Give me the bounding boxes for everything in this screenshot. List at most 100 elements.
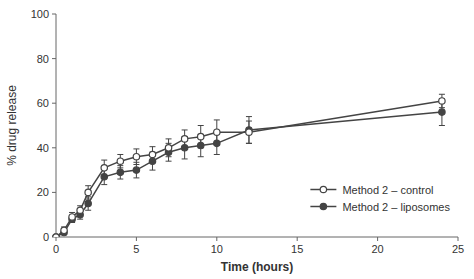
- x-axis-label: Time (hours): [221, 260, 293, 274]
- x-tick: [136, 237, 137, 241]
- y-tick-label: 60: [37, 97, 49, 109]
- error-cap: [101, 160, 107, 161]
- x-tick-label: 15: [291, 243, 303, 255]
- point: [246, 129, 252, 135]
- error-bar: [214, 120, 220, 145]
- error-cap: [246, 143, 252, 144]
- error-bar: [246, 121, 252, 143]
- series: [53, 94, 445, 237]
- error-cap: [149, 170, 155, 171]
- error-cap: [77, 214, 83, 215]
- error-bar: [198, 126, 204, 148]
- x-tick-label: 0: [53, 243, 59, 255]
- error-cap: [166, 138, 172, 139]
- legend-marker: [320, 186, 326, 192]
- error-cap: [198, 156, 204, 157]
- y-tick-label: 40: [37, 142, 49, 154]
- error-bar: [133, 162, 139, 178]
- error-bar: [133, 149, 139, 165]
- series-line: [56, 101, 442, 237]
- error-bar: [439, 94, 445, 107]
- error-cap: [198, 125, 204, 126]
- error-cap: [149, 162, 155, 163]
- error-cap: [198, 147, 204, 148]
- y-tick-label: 100: [31, 8, 49, 20]
- error-cap: [214, 119, 220, 120]
- point: [53, 234, 59, 237]
- error-bar: [182, 137, 188, 159]
- x-tick-label: 20: [371, 243, 383, 255]
- error-bar: [439, 99, 445, 126]
- point: [61, 227, 67, 233]
- error-cap: [246, 121, 252, 122]
- error-bar: [85, 186, 91, 199]
- legend: Method 2 – control Method 2 – liposomes: [310, 184, 450, 213]
- point: [69, 214, 75, 220]
- error-cap: [101, 184, 107, 185]
- x-tick: [297, 237, 298, 241]
- error-cap: [69, 212, 75, 213]
- legend-label: Method 2 – liposomes: [342, 201, 450, 213]
- error-bar: [246, 117, 252, 144]
- error-cap: [133, 164, 139, 165]
- point: [85, 200, 91, 206]
- point: [101, 165, 107, 171]
- error-cap: [246, 116, 252, 117]
- y-tick: [52, 58, 56, 59]
- error-bar: [85, 197, 91, 210]
- error-cap: [246, 143, 252, 144]
- x-axis-line: [56, 237, 458, 238]
- error-cap: [439, 125, 445, 126]
- error-cap: [101, 175, 107, 176]
- x-tick-label: 5: [133, 243, 139, 255]
- error-cap: [149, 146, 155, 147]
- point: [85, 189, 91, 195]
- legend-marker: [320, 203, 326, 209]
- error-bar: [101, 160, 107, 176]
- error-cap: [182, 158, 188, 159]
- error-cap: [69, 221, 75, 222]
- y-tick: [52, 14, 56, 15]
- chart: 0510152025020406080100Time (hours)% drug…: [0, 0, 474, 279]
- error-cap: [117, 179, 123, 180]
- error-cap: [133, 177, 139, 178]
- y-axis-label: % drug release: [5, 85, 19, 166]
- error-cap: [117, 167, 123, 168]
- error-cap: [439, 94, 445, 95]
- error-cap: [77, 219, 83, 220]
- error-cap: [214, 144, 220, 145]
- error-bar: [77, 206, 83, 215]
- point: [117, 158, 123, 164]
- error-bar: [117, 154, 123, 167]
- y-axis-line: [56, 14, 57, 237]
- point: [133, 154, 139, 160]
- error-bar: [69, 212, 75, 221]
- y-tick: [52, 192, 56, 193]
- x-tick: [56, 237, 57, 241]
- error-bar: [61, 227, 67, 234]
- x-tick: [216, 237, 217, 241]
- point: [117, 169, 123, 175]
- error-bar: [182, 130, 188, 148]
- x-tick-label: 10: [211, 243, 223, 255]
- point: [165, 145, 171, 151]
- y-tick: [52, 103, 56, 104]
- legend-label: Method 2 – control: [342, 184, 433, 196]
- x-tick: [377, 237, 378, 241]
- error-cap: [214, 154, 220, 155]
- point: [181, 136, 187, 142]
- series-line: [56, 112, 442, 237]
- x-tick-label: 25: [452, 243, 464, 255]
- point: [77, 207, 83, 213]
- error-cap: [166, 156, 172, 157]
- error-cap: [117, 154, 123, 155]
- point: [439, 109, 445, 115]
- y-tick-label: 20: [37, 186, 49, 198]
- error-bar: [117, 166, 123, 179]
- error-cap: [439, 107, 445, 108]
- error-cap: [85, 210, 91, 211]
- point: [149, 151, 155, 157]
- series: [53, 99, 445, 237]
- y-tick-label: 80: [37, 53, 49, 65]
- error-cap: [166, 161, 172, 162]
